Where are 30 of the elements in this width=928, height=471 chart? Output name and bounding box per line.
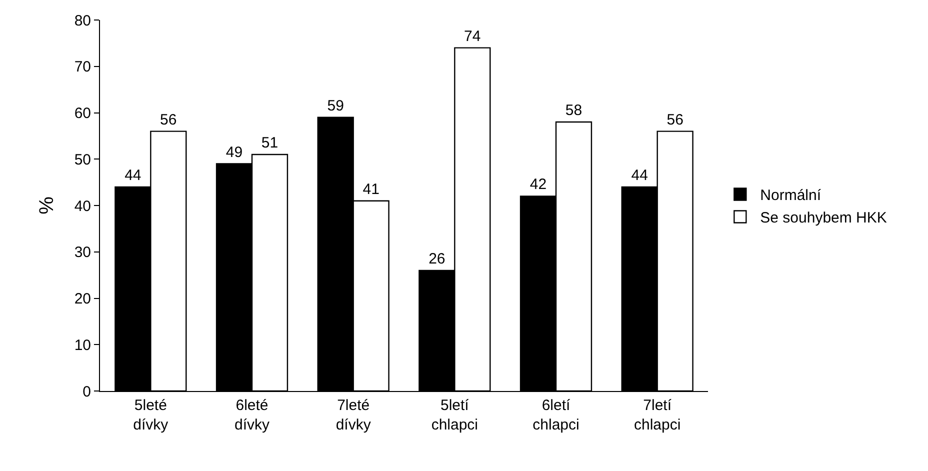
data-label: 56 [160,111,177,128]
data-label: 26 [428,250,446,268]
x-tick-label: 7letí chlapci [634,397,681,434]
x-tick-label: 6leté dívky [234,397,270,434]
data-label: 44 [124,166,142,184]
data-label: 49 [226,144,243,161]
y-tick-label: 30 [74,244,91,262]
data-label: 58 [565,102,582,120]
y-tick-label: 50 [74,151,91,168]
legend-label: Se souhybem HKK [760,210,887,227]
y-tick-label: 70 [74,58,91,76]
data-label: 42 [530,176,547,194]
data-label: 74 [464,28,481,45]
x-tick-label: 6letí chlapci [532,397,580,434]
x-tick-label: 5leté dívky [133,397,169,434]
y-tick-label: 40 [74,198,91,215]
x-tick-label: 5letí chlapci [431,397,478,434]
y-axis-title: % [36,196,58,214]
y-tick-label: 0 [82,383,91,400]
data-label: 44 [631,166,648,184]
y-tick-label: 60 [74,105,91,122]
y-tick-label: 80 [74,12,91,30]
x-tick-label: 7leté dívky [336,397,372,434]
y-tick-label: 20 [74,290,91,308]
data-label: 56 [666,111,684,128]
data-label: 51 [261,134,278,152]
legend-label: Normální [760,187,822,204]
y-tick-label: 10 [74,336,91,354]
data-label: 59 [327,97,344,114]
data-label: 41 [362,180,380,198]
